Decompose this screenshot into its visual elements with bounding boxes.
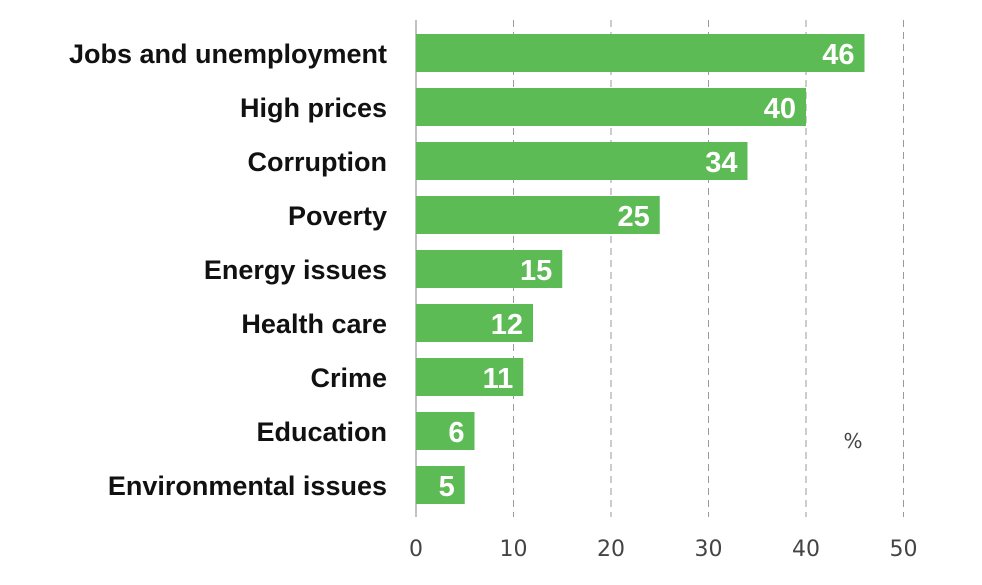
x-axis-ticks: 0 10 20 30 40 50 xyxy=(409,537,918,562)
value-label: 15 xyxy=(520,255,552,287)
value-label: 40 xyxy=(764,93,796,125)
unit-label: % xyxy=(843,429,862,453)
x-tick-label: 30 xyxy=(695,537,723,562)
value-labels: 46 40 34 25 15 12 11 6 5 xyxy=(439,39,855,503)
category-label: Corruption xyxy=(248,147,387,177)
value-label: 5 xyxy=(439,471,455,503)
value-label: 34 xyxy=(705,147,737,179)
bar xyxy=(416,250,563,288)
value-label: 12 xyxy=(491,309,523,341)
category-label: High prices xyxy=(240,93,387,123)
category-labels: Jobs and unemployment High prices Corrupti… xyxy=(69,39,387,501)
bar xyxy=(416,88,806,126)
x-tick-label: 0 xyxy=(409,537,423,562)
value-label: 25 xyxy=(617,201,649,233)
category-label: Poverty xyxy=(288,201,387,231)
value-label: 46 xyxy=(822,39,854,71)
value-label: 11 xyxy=(483,363,514,395)
category-label: Crime xyxy=(310,363,387,393)
bar xyxy=(416,142,748,180)
category-label: Health care xyxy=(241,309,387,339)
bar xyxy=(416,34,865,72)
x-tick-label: 20 xyxy=(597,537,625,562)
x-tick-label: 50 xyxy=(890,537,918,562)
x-tick-label: 10 xyxy=(500,537,528,562)
category-label: Education xyxy=(256,417,387,447)
category-label: Jobs and unemployment xyxy=(69,39,387,69)
category-label: Environmental issues xyxy=(108,471,387,501)
bars xyxy=(416,34,865,504)
bar xyxy=(416,196,660,234)
bar xyxy=(416,466,465,504)
bar xyxy=(416,304,533,342)
bar xyxy=(416,358,524,396)
value-label: 6 xyxy=(448,417,464,449)
bar xyxy=(416,412,475,450)
category-label: Energy issues xyxy=(204,255,387,285)
x-tick-label: 40 xyxy=(792,537,820,562)
